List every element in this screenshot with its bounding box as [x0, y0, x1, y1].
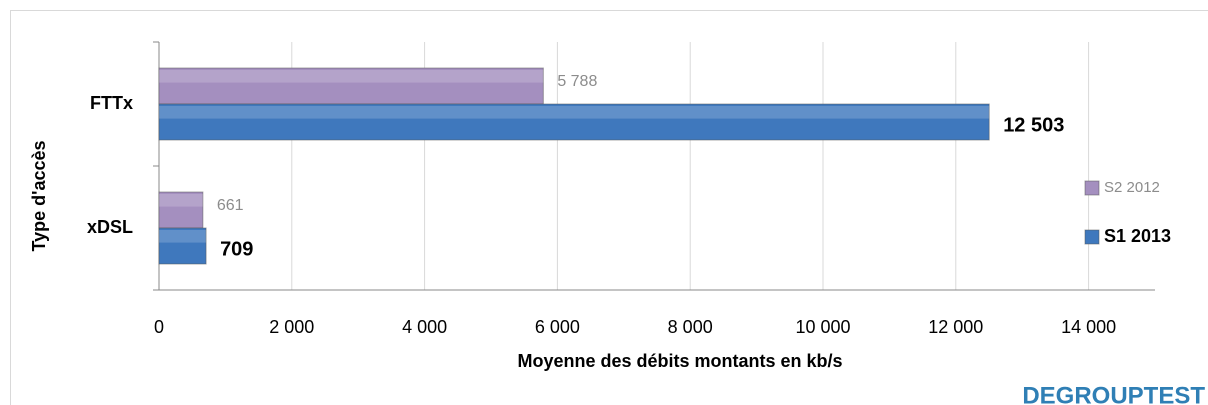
bar	[158, 67, 544, 105]
y-tick-label: FTTx	[90, 93, 133, 113]
bar	[158, 227, 207, 265]
x-tick-label: 6 000	[535, 317, 580, 337]
y-tick-label: xDSL	[87, 217, 133, 237]
x-tick-label: 4 000	[402, 317, 447, 337]
x-tick-label: 0	[154, 317, 164, 337]
bar-shine	[159, 194, 203, 207]
x-tick-label: 10 000	[795, 317, 850, 337]
bar	[158, 191, 204, 229]
legend-swatch	[1084, 229, 1100, 245]
data-label: 5 788	[557, 73, 597, 90]
x-tick-label: 8 000	[668, 317, 713, 337]
legend-label: S2 2012	[1104, 179, 1160, 196]
bar-shine	[159, 70, 544, 83]
data-label: 661	[217, 197, 244, 214]
legend-swatch	[1084, 180, 1100, 196]
legend-label: S1 2013	[1104, 226, 1171, 246]
logo: DEGROUPTEST	[1022, 382, 1205, 405]
x-axis-label: Moyenne des débits montants en kb/s	[517, 351, 842, 371]
x-tick-label: 12 000	[928, 317, 983, 337]
bar-shine	[159, 230, 207, 243]
chart-frame	[10, 10, 1208, 405]
bar-shine	[159, 106, 990, 119]
data-label: 709	[220, 238, 253, 260]
bar	[158, 103, 990, 141]
data-label: 12 503	[1003, 114, 1064, 136]
x-tick-label: 14 000	[1061, 317, 1116, 337]
y-axis-label: Type d'accès	[29, 140, 49, 251]
x-tick-label: 2 000	[269, 317, 314, 337]
